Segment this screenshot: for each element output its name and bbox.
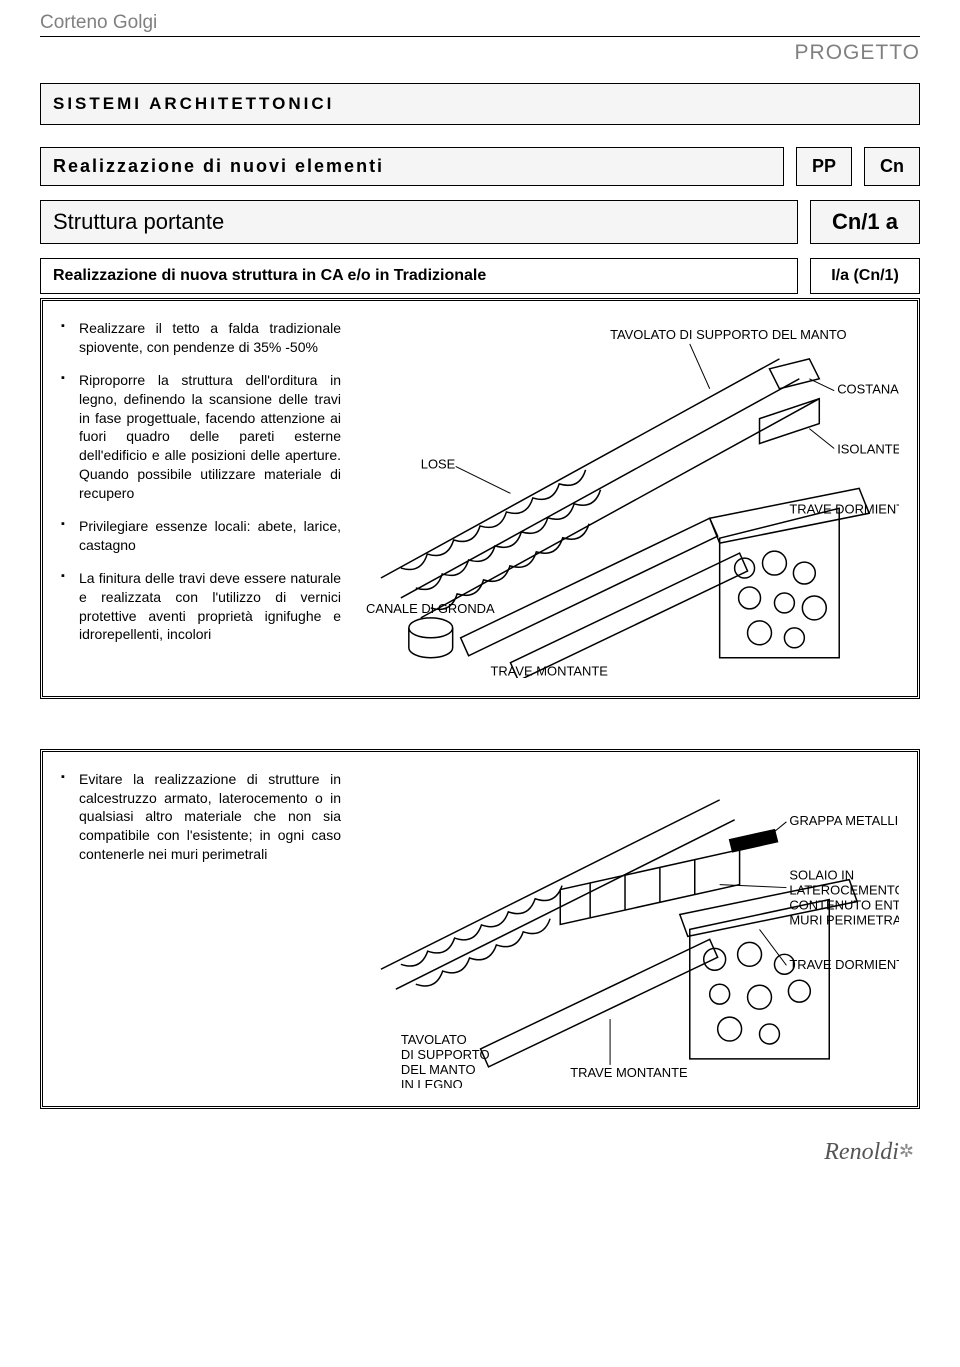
label-trave-montante: TRAVE MONTANTE: [491, 664, 609, 678]
content-block-2: Evitare la realizzazione di strutture in…: [40, 749, 920, 1110]
main-title-box: SISTEMI ARCHITETTONICI: [40, 83, 920, 125]
label-trave-montante-2: TRAVE MONTANTE: [570, 1065, 688, 1080]
list-item: Evitare la realizzazione di strutture in…: [61, 770, 341, 864]
gear-icon: ✲: [899, 1141, 914, 1162]
label-costana: COSTANA: [837, 382, 899, 397]
footer-brand: Renoldi✲: [40, 1139, 920, 1166]
detail-title: Realizzazione di nuova struttura in CA e…: [40, 258, 798, 294]
content-block-1: Realizzare il tetto a falda tradizionale…: [40, 298, 920, 699]
roof-sketch-icon: LOSE TAVOLATO DI SUPPORTO DEL MANTO COST…: [361, 319, 899, 678]
code-pp: PP: [796, 147, 852, 186]
label-solaio-3: CONTENUTO ENTRO I: [789, 897, 899, 912]
subtitle-row: Realizzazione di nuovi elementi PP Cn: [40, 147, 920, 186]
bullets-col-2: Evitare la realizzazione di strutture in…: [61, 770, 341, 878]
code-cn: Cn: [864, 147, 920, 186]
list-item: Privilegiare essenze locali: abete, lari…: [61, 517, 341, 555]
list-item: La finitura delle travi deve essere natu…: [61, 569, 341, 645]
structure-code: Cn/1 a: [810, 200, 920, 244]
label-tavolato: TAVOLATO DI SUPPORTO DEL MANTO: [610, 327, 847, 342]
label-solaio-1: SOLAIO IN: [789, 867, 854, 882]
list-item: Riproporre la struttura dell'orditura in…: [61, 371, 341, 503]
label-isolante: ISOLANTE: [837, 441, 899, 456]
header-location: Corteno Golgi: [40, 12, 157, 34]
diagram-1: LOSE TAVOLATO DI SUPPORTO DEL MANTO COST…: [361, 319, 899, 678]
slab-sketch-icon: GRAPPA METALLICA SOLAIO IN LATEROCEMENTO…: [361, 770, 899, 1089]
brand-text: Renoldi: [824, 1139, 899, 1165]
label-solaio-2: LATEROCEMENTO: [789, 882, 899, 897]
detail-row: Realizzazione di nuova struttura in CA e…: [40, 258, 920, 294]
bullets-col-1: Realizzare il tetto a falda tradizionale…: [61, 319, 341, 658]
label-trave-dormiente-2: TRAVE DORMIENTE: [789, 957, 899, 972]
label-grappa: GRAPPA METALLICA: [789, 812, 899, 827]
label-trave-dormiente: TRAVE DORMIENTE: [789, 501, 899, 516]
detail-code: I/a (Cn/1): [810, 258, 920, 294]
structure-title: Struttura portante: [40, 200, 798, 244]
label-tavolato-2c: DEL MANTO: [401, 1062, 476, 1077]
label-solaio-4: MURI PERIMETRALI: [789, 912, 899, 927]
header-project-label: PROGETTO: [40, 41, 920, 65]
label-tavolato-2b: DI SUPPORTO: [401, 1047, 490, 1062]
label-tavolato-2d: IN LEGNO: [401, 1076, 463, 1088]
subtitle-text: Realizzazione di nuovi elementi: [40, 147, 784, 186]
label-tavolato-2a: TAVOLATO: [401, 1032, 467, 1047]
label-canale: CANALE DI GRONDA: [366, 601, 495, 616]
list-item: Realizzare il tetto a falda tradizionale…: [61, 319, 341, 357]
label-lose: LOSE: [421, 456, 456, 471]
structure-row: Struttura portante Cn/1 a: [40, 200, 920, 244]
diagram-2: GRAPPA METALLICA SOLAIO IN LATEROCEMENTO…: [361, 770, 899, 1089]
